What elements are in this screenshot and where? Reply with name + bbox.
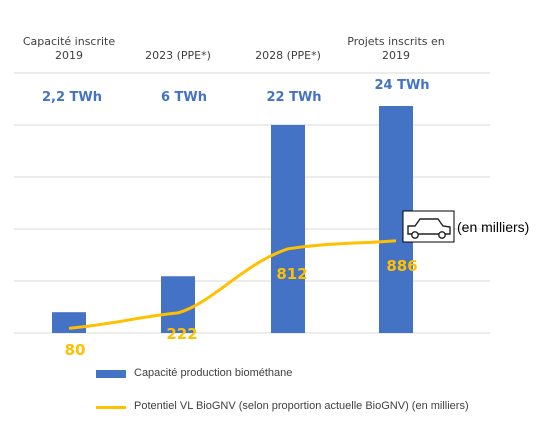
bar-1 — [161, 276, 195, 333]
category-label-line: 2023 (PPE*) — [145, 49, 211, 62]
category-labels: Capacité inscrite 2019 2023 (PPE*) 2028 (PP… — [23, 35, 445, 62]
line-value-label-3: 886 — [386, 257, 417, 275]
legend-item-bar: Capacité production biométhane — [96, 366, 516, 381]
bar-value-label-2: 22 TWh — [266, 90, 321, 105]
category-label-2: 2028 (PPE*) — [255, 49, 321, 62]
bar-value-label-0: 2,2 TWh — [42, 90, 102, 105]
legend-swatch-line — [96, 406, 126, 409]
category-label-line: 2019 — [382, 49, 410, 62]
legend-item-line: Potentiel VL BioGNV (selon proportion ac… — [96, 399, 516, 414]
bar-value-labels: 2,2 TWh 6 TWh 22 TWh 24 TWh — [42, 78, 430, 105]
category-label-line: Projets inscrits en — [347, 35, 445, 48]
category-label-line: 2028 (PPE*) — [255, 49, 321, 62]
line-value-labels: 80 222 812 886 — [65, 257, 418, 359]
gridlines — [14, 72, 490, 334]
line-value-label-0: 80 — [65, 341, 86, 359]
car-icon — [402, 210, 455, 243]
legend-label-line: Potentiel VL BioGNV (selon proportion ac… — [134, 400, 469, 412]
line-value-label-2: 812 — [276, 265, 307, 283]
bar-2 — [271, 124, 305, 334]
category-label-line: Capacité inscrite — [23, 35, 116, 48]
category-label-0: Capacité inscrite 2019 — [23, 35, 116, 62]
line-path — [68, 239, 397, 330]
unit-annotation: (en milliers) — [457, 219, 529, 235]
legend-swatch-bar — [96, 370, 126, 378]
category-label-line: 2019 — [55, 49, 83, 62]
bar-value-label-3: 24 TWh — [374, 78, 429, 93]
legend: Capacité production biométhane Potentiel… — [96, 366, 516, 414]
bar-0 — [52, 312, 86, 333]
line-series — [68, 239, 397, 330]
legend-label-bar: Capacité production biométhane — [134, 367, 293, 379]
category-label-3: Projets inscrits en 2019 — [347, 35, 445, 62]
line-value-label-1: 222 — [166, 325, 197, 343]
chart-area: Capacité inscrite 2019 2023 (PPE*) 2028 (PP… — [14, 35, 529, 359]
category-label-1: 2023 (PPE*) — [145, 49, 211, 62]
bar-series — [52, 106, 413, 334]
bar-value-label-1: 6 TWh — [161, 90, 207, 105]
